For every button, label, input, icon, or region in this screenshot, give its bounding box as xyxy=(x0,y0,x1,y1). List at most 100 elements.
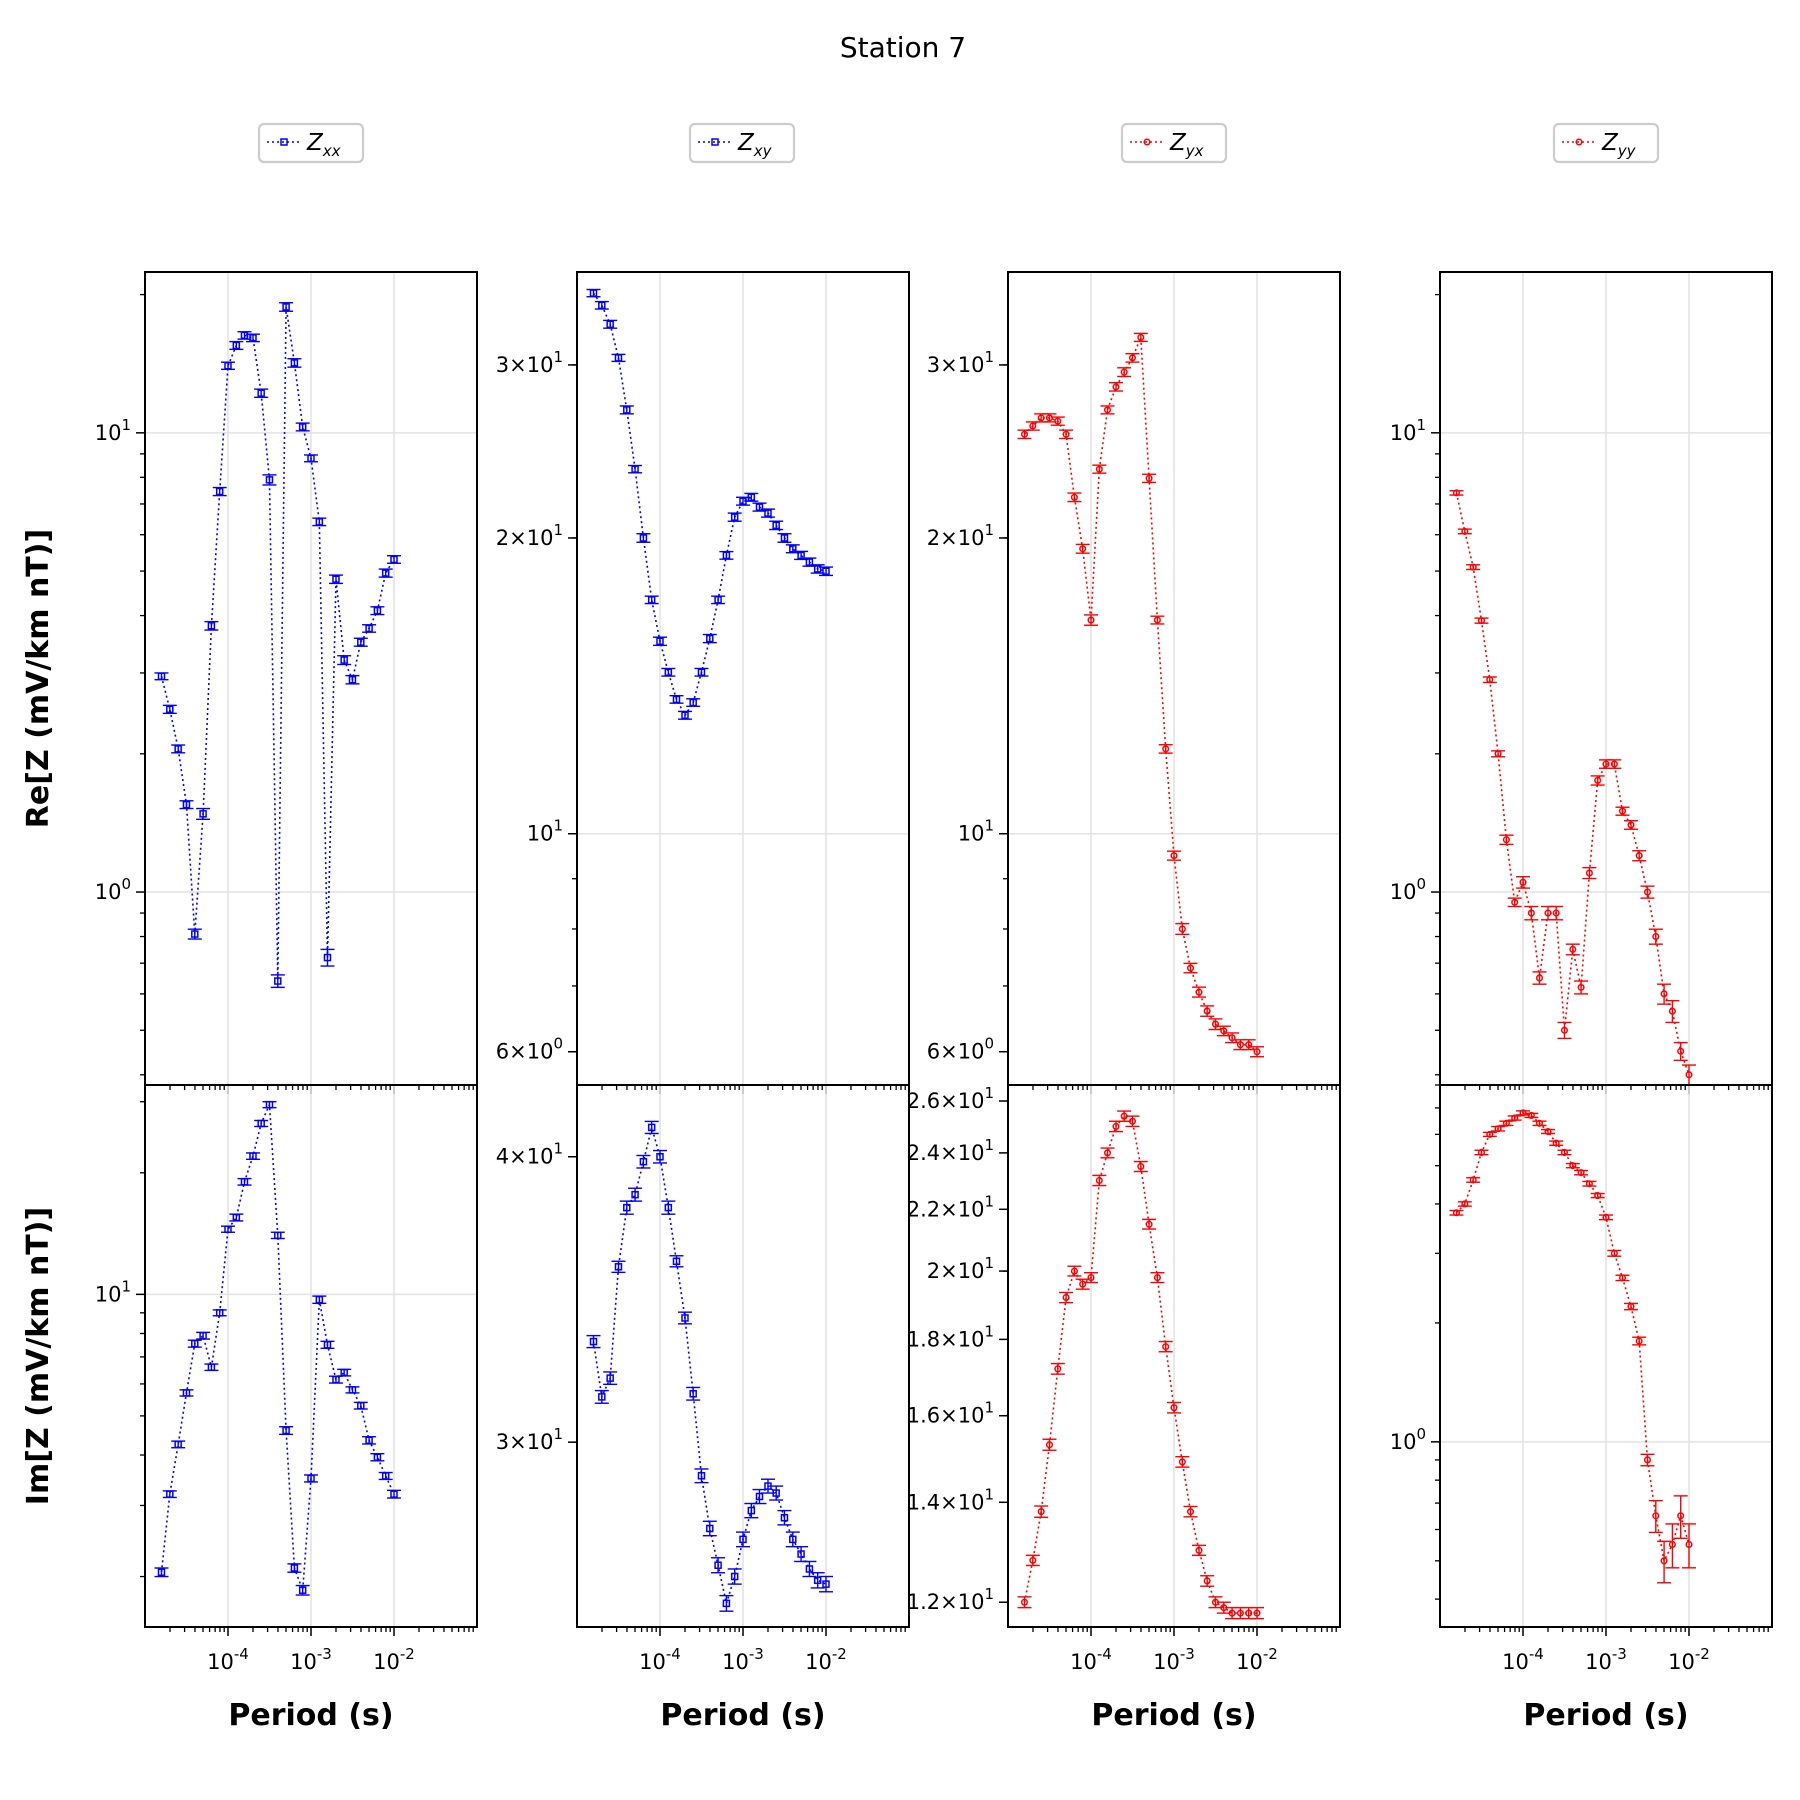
data-point xyxy=(1477,617,1486,625)
series-line xyxy=(1455,1112,1690,1564)
text-part: yy xyxy=(1617,142,1637,160)
text-part: 1 xyxy=(984,521,994,539)
text-part: 1 xyxy=(553,521,563,539)
data-point xyxy=(1477,1148,1486,1157)
legend-marker xyxy=(280,138,288,146)
text-part: 1 xyxy=(1416,416,1426,434)
legend-box xyxy=(688,122,796,164)
text-part: 10 xyxy=(1585,1650,1612,1674)
y-tick-label: 101 xyxy=(958,817,994,846)
data-point xyxy=(166,1490,174,1498)
data-point xyxy=(1585,1180,1593,1188)
data-point xyxy=(1660,990,1668,998)
data-point xyxy=(755,503,764,511)
y-tick-label: 4×101 xyxy=(496,1140,563,1169)
text-part: 10 xyxy=(805,1650,832,1674)
data-point xyxy=(1029,1556,1037,1564)
data-point xyxy=(631,1190,639,1199)
data-point xyxy=(1469,563,1477,571)
data-point xyxy=(1677,1512,1685,1520)
data-point xyxy=(182,800,191,809)
data-point xyxy=(606,320,614,329)
data-point xyxy=(1627,821,1635,829)
legend-yx: Zyx xyxy=(1120,122,1228,164)
legend-xx: Zxx xyxy=(257,122,365,164)
data-point xyxy=(1535,1119,1544,1127)
data-point xyxy=(1610,1249,1618,1257)
y-tick-label: 2.2×101 xyxy=(907,1192,994,1221)
subplot-yx-imag: 2.6×1012.4×1012.2×1012×1011.8×1011.6×101… xyxy=(907,1084,1341,1733)
data-point xyxy=(1469,1176,1477,1184)
data-point xyxy=(166,705,174,714)
y-tick-label: 3×101 xyxy=(496,1425,563,1454)
legend-box xyxy=(1120,122,1228,164)
series-line xyxy=(1023,1115,1257,1614)
x-tick-label: 10-2 xyxy=(805,1645,847,1674)
text-part: 10 xyxy=(373,1650,400,1674)
data-point xyxy=(1145,1220,1153,1228)
text-part: 1 xyxy=(984,817,994,835)
data-point xyxy=(1602,760,1610,768)
y-axis-label: Im[Z (mV/km nT)] xyxy=(21,1207,56,1505)
data-point xyxy=(265,1100,274,1109)
data-point xyxy=(813,1576,822,1585)
x-tick-label: 10-2 xyxy=(373,1645,415,1674)
text-part: 10 xyxy=(1502,1650,1529,1674)
data-point xyxy=(747,493,756,502)
data-point xyxy=(1552,909,1560,917)
data-point xyxy=(730,513,739,521)
text-part: 3×10 xyxy=(496,1430,554,1454)
data-point xyxy=(672,1257,681,1266)
text-part: 10 xyxy=(1070,1650,1097,1674)
x-tick-label: 10-3 xyxy=(1585,1645,1627,1674)
data-point xyxy=(265,476,274,484)
data-point xyxy=(755,1492,764,1501)
data-point xyxy=(1170,1404,1178,1412)
x-axis-label: Period (s) xyxy=(1523,1698,1688,1733)
text-part: 10 xyxy=(958,822,985,846)
data-point xyxy=(1652,1512,1660,1520)
text-part: 1.8×10 xyxy=(907,1327,985,1351)
text-part: -2 xyxy=(400,1645,415,1663)
y-tick-label: 101 xyxy=(1390,416,1426,445)
data-point xyxy=(1560,1148,1569,1157)
y-tick-label: 2.6×101 xyxy=(907,1084,994,1113)
data-point xyxy=(1535,974,1544,982)
data-point xyxy=(1112,383,1120,391)
data-point xyxy=(714,1561,722,1569)
data-point xyxy=(1128,1117,1137,1125)
data-point xyxy=(224,361,232,370)
data-point xyxy=(1527,1111,1535,1119)
data-point xyxy=(1585,869,1593,877)
data-point xyxy=(1560,1026,1569,1034)
y-tick-label: 1.8×101 xyxy=(907,1322,994,1351)
data-point xyxy=(365,624,373,633)
data-point xyxy=(1079,545,1087,553)
legend-marker xyxy=(1575,138,1583,146)
text-part: 1 xyxy=(984,1399,994,1417)
y-tick-label: 3×101 xyxy=(496,348,563,377)
text-part: Z xyxy=(306,130,324,156)
text-part: 3×10 xyxy=(927,353,985,377)
data-point xyxy=(1253,1048,1261,1056)
data-point xyxy=(174,1440,182,1449)
data-point xyxy=(1145,474,1153,482)
legend-label: Zyy xyxy=(1601,130,1637,160)
data-point xyxy=(1236,1041,1244,1049)
data-point xyxy=(298,1586,307,1594)
data-point xyxy=(1037,414,1045,422)
data-point xyxy=(1502,1119,1510,1127)
data-point xyxy=(1602,1213,1610,1221)
data-point xyxy=(1618,1274,1627,1282)
data-point xyxy=(1511,1114,1519,1122)
text-part: 1 xyxy=(984,348,994,366)
text-part: 1 xyxy=(121,1277,131,1295)
data-point xyxy=(182,1389,191,1397)
data-point xyxy=(797,551,805,560)
text-part: 0 xyxy=(1416,1425,1426,1443)
legend-marker xyxy=(711,138,719,146)
series-yy-real xyxy=(1449,489,1696,1085)
data-point xyxy=(199,810,207,818)
